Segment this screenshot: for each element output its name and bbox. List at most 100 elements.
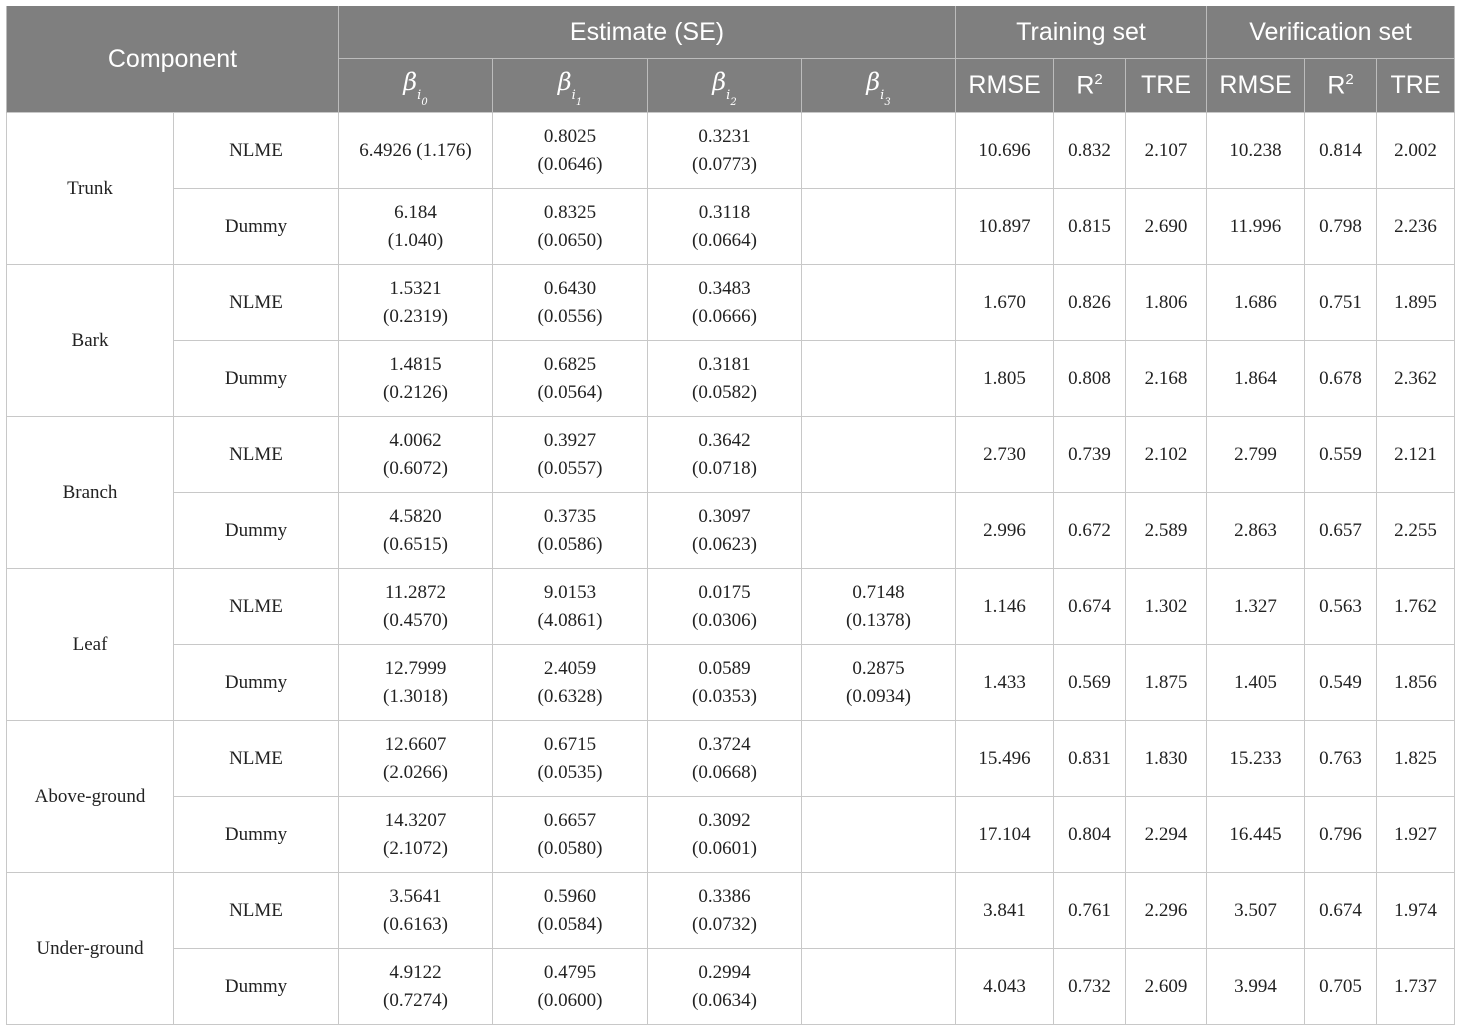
- b0-estimate-cell: 11.2872 (0.4570): [338, 568, 493, 645]
- b3-value-line: (0.0934): [846, 685, 911, 707]
- component-cell: Leaf: [6, 568, 174, 721]
- b1-value-line: 0.6657: [543, 809, 597, 831]
- b2-estimate-cell: 0.3231 (0.0773): [647, 112, 802, 189]
- b2-value-line: (0.0668): [692, 761, 757, 783]
- verif-r2-cell: 0.674: [1304, 872, 1378, 949]
- b1-value-line: 0.6430: [543, 277, 597, 299]
- b1-estimate-cell: 0.3735 (0.0586): [492, 492, 648, 569]
- b1-estimate-cell: 0.6430 (0.0556): [492, 264, 648, 341]
- train-tre-cell: 1.806: [1125, 264, 1208, 341]
- b2-estimate-cell: 0.0589 (0.0353): [647, 644, 802, 721]
- b0-value-line: 11.2872: [384, 581, 447, 603]
- beta-subscript: i2: [726, 88, 737, 108]
- b0-value-line: (2.1072): [383, 837, 448, 859]
- train-tre-cell: 2.589: [1125, 492, 1208, 569]
- b1-value-line: (0.0646): [537, 153, 603, 175]
- b1-estimate-cell: 9.0153 (4.0861): [492, 568, 648, 645]
- beta-0-header: βi0: [338, 58, 493, 113]
- b1-estimate-cell: 0.5960 (0.0584): [492, 872, 648, 949]
- verif-rmse-cell: 3.994: [1206, 948, 1306, 1025]
- train-tre-header: TRE: [1125, 58, 1208, 113]
- b1-value-line: 0.6825: [543, 353, 597, 375]
- verif-r2-cell: 0.657: [1304, 492, 1378, 569]
- b0-value-line: (2.0266): [383, 761, 448, 783]
- b1-estimate-cell: 0.3927 (0.0557): [492, 416, 648, 493]
- b0-value-line: (0.2126): [383, 381, 448, 403]
- b1-value-line: 9.0153: [543, 581, 597, 603]
- b2-value-line: (0.0634): [692, 989, 757, 1011]
- header-row-2: βi0 βi1 βi2 βi3 RMSE R2 TRE RMSE R2 TRE: [7, 58, 1456, 113]
- b3-estimate-cell: [800, 796, 957, 873]
- beta-symbol: βi1: [557, 68, 583, 108]
- r2-superscript: 2: [1094, 70, 1103, 88]
- train-r2-cell: 0.674: [1053, 568, 1127, 645]
- b2-value-line: (0.0718): [692, 457, 757, 479]
- model-cell: NLME: [173, 872, 339, 949]
- b2-value-line: 0.3483: [698, 277, 751, 299]
- table-row: Trunk NLME 6.4926 (1.176) 0.8025 (0.0646) 0.3…: [6, 112, 1456, 265]
- b3-estimate-cell: [800, 112, 957, 189]
- train-rmse-cell: 4.043: [955, 948, 1055, 1025]
- verif-rmse-cell: 10.238: [1206, 112, 1306, 189]
- b0-value-line: 4.0062: [389, 429, 442, 451]
- table-body: Trunk NLME 6.4926 (1.176) 0.8025 (0.0646) 0.3…: [6, 112, 1456, 1025]
- verif-tre-cell: 1.825: [1376, 720, 1456, 797]
- train-r2-cell: 0.569: [1053, 644, 1127, 721]
- train-rmse-cell: 2.996: [955, 492, 1055, 569]
- beta-subscript: i0: [417, 88, 428, 108]
- verif-rmse-cell: 3.507: [1206, 872, 1306, 949]
- b1-value-line: (0.0586): [537, 533, 603, 555]
- b1-estimate-cell: 0.8325 (0.0650): [492, 188, 648, 265]
- beta-symbol: βi3: [866, 68, 891, 108]
- b0-value-line: (0.6163): [383, 913, 448, 935]
- b1-value-line: (0.0600): [537, 989, 603, 1011]
- verif-rmse-cell: 11.996: [1206, 188, 1306, 265]
- b2-value-line: 0.3092: [698, 809, 751, 831]
- b2-value-line: 0.3118: [698, 201, 751, 223]
- b1-value-line: (0.6328): [537, 685, 603, 707]
- table-row: Dummy 4.9122 (0.7274) 0.4795 (0.0600) 0.2994 (…: [7, 948, 1456, 1025]
- verif-rmse-header: RMSE: [1206, 58, 1306, 113]
- b1-value-line: (4.0861): [537, 609, 603, 631]
- b3-estimate-cell: [800, 872, 957, 949]
- train-r2-cell: 0.761: [1053, 872, 1127, 949]
- train-r2-cell: 0.739: [1053, 416, 1127, 493]
- verif-tre-cell: 1.927: [1376, 796, 1456, 873]
- verif-rmse-cell: 1.864: [1206, 340, 1306, 417]
- b2-value-line: (0.0353): [692, 685, 757, 707]
- train-rmse-cell: 1.433: [955, 644, 1055, 721]
- b1-value-line: 0.4795: [543, 961, 597, 983]
- train-tre-cell: 2.690: [1125, 188, 1208, 265]
- train-rmse-cell: 1.805: [955, 340, 1055, 417]
- b2-value-line: 0.3097: [698, 505, 751, 527]
- beta-subscript: i3: [880, 88, 891, 108]
- verif-tre-cell: 2.121: [1376, 416, 1456, 493]
- verif-rmse-cell: 1.327: [1206, 568, 1306, 645]
- b1-estimate-cell: 0.6715 (0.0535): [492, 720, 648, 797]
- train-tre-cell: 2.107: [1125, 112, 1208, 189]
- b0-value-line: 3.5641: [389, 885, 442, 907]
- b2-estimate-cell: 0.3092 (0.0601): [647, 796, 802, 873]
- b2-value-line: 0.3642: [698, 429, 751, 451]
- verification-set-header: Verification set: [1206, 6, 1456, 59]
- b2-value-line: (0.0306): [692, 609, 757, 631]
- train-r2-cell: 0.732: [1053, 948, 1127, 1025]
- b2-value-line: 0.2994: [698, 961, 751, 983]
- b0-estimate-cell: 3.5641 (0.6163): [338, 872, 493, 949]
- b2-estimate-cell: 0.3483 (0.0666): [647, 264, 802, 341]
- b2-value-line: (0.0601): [692, 837, 757, 859]
- b0-estimate-cell: 12.6607 (2.0266): [338, 720, 493, 797]
- b1-value-line: 0.3927: [543, 429, 597, 451]
- beta-subscript: i1: [571, 88, 583, 108]
- train-r2-cell: 0.832: [1053, 112, 1127, 189]
- beta-symbol: βi2: [712, 68, 737, 108]
- b1-estimate-cell: 2.4059 (0.6328): [492, 644, 648, 721]
- b1-value-line: (0.0535): [537, 761, 603, 783]
- b3-estimate-cell: 0.2875 (0.0934): [800, 644, 957, 721]
- verif-r2-cell: 0.798: [1304, 188, 1378, 265]
- b2-estimate-cell: 0.2994 (0.0634): [647, 948, 802, 1025]
- train-tre-cell: 2.294: [1125, 796, 1208, 873]
- table-row: Under-ground NLME 3.5641 (0.6163) 0.5960 (0.0…: [6, 872, 1456, 1025]
- beta-symbol: βi0: [403, 68, 428, 108]
- table-row: Branch NLME 4.0062 (0.6072) 0.3927 (0.0557) 0.…: [6, 416, 1456, 569]
